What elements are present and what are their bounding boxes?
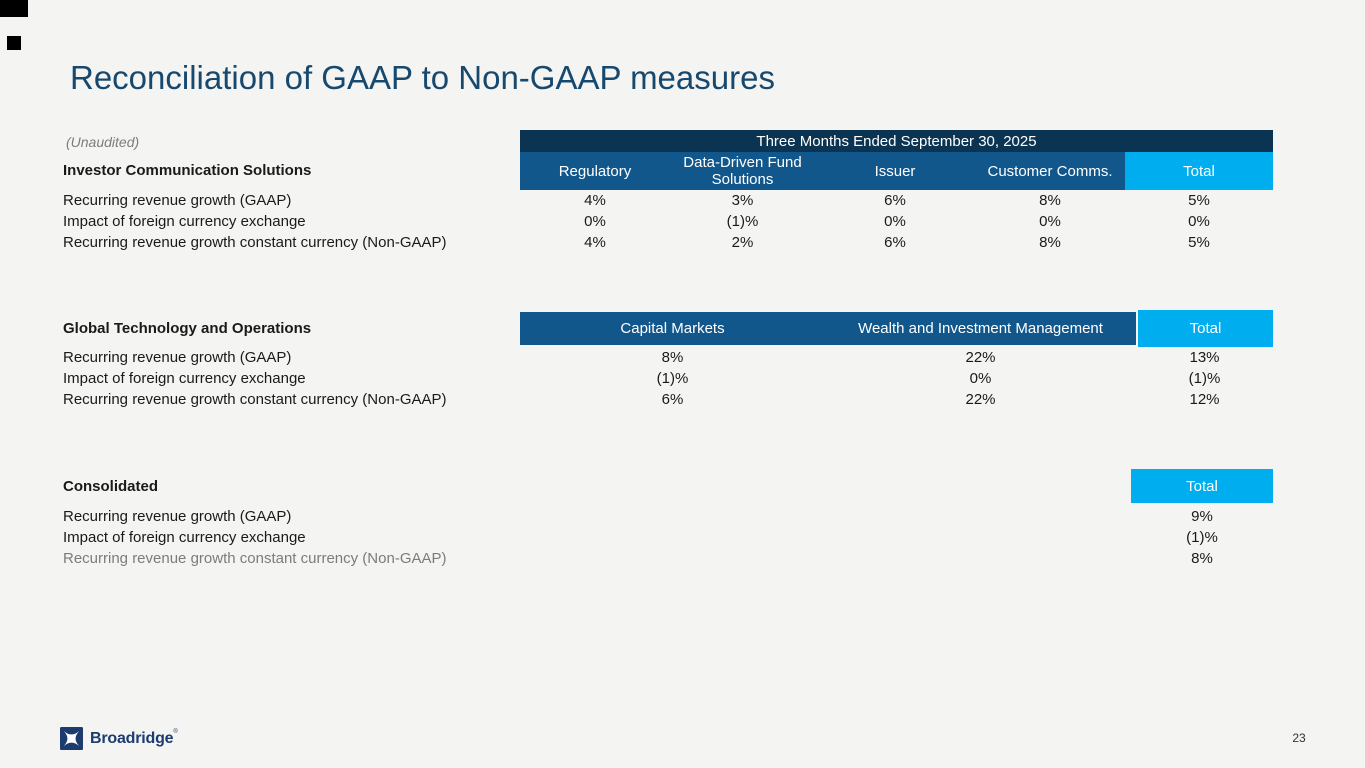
column-header-total: Total <box>1131 469 1273 503</box>
column-header-total: Total <box>1125 152 1273 190</box>
broadridge-logo-text: Broadridge <box>90 729 174 747</box>
registered-mark: ® <box>173 729 178 735</box>
table-cell: (1)% <box>656 370 689 387</box>
table1-period-header: Three Months Ended September 30, 2025 <box>520 130 1273 152</box>
table-cell: 0% <box>584 213 606 230</box>
table-cell: 5% <box>1188 234 1210 251</box>
section-heading-investor-communication-solutions: Investor Communication Solutions <box>63 162 312 179</box>
broadridge-logo: Broadridge ® <box>60 726 178 751</box>
table-row: 4% 3% 6% 8% 5% <box>520 190 1273 211</box>
column-header-data-driven-fund-solutions: Data-Driven Fund Solutions <box>670 152 815 190</box>
section-heading-consolidated: Consolidated <box>63 478 159 495</box>
table-cell: 0% <box>1039 213 1061 230</box>
row-label-constant-currency: Recurring revenue growth constant curren… <box>63 234 447 251</box>
row-label-constant-currency: Recurring revenue growth constant curren… <box>63 391 447 408</box>
column-header-issuer: Issuer <box>815 152 975 190</box>
table-cell: 2% <box>731 234 754 251</box>
table-cell: 9% <box>1191 508 1213 525</box>
row-label-fx-impact: Impact of foreign currency exchange <box>63 370 306 387</box>
row-label-fx-impact: Impact of foreign currency exchange <box>63 213 306 230</box>
table-cell: 0% <box>884 213 906 230</box>
table-cell: 22% <box>965 349 996 366</box>
table-cell: 8% <box>1191 550 1213 567</box>
table-cell: 0% <box>969 370 992 387</box>
row-label-constant-currency: Recurring revenue growth constant curren… <box>63 550 447 567</box>
column-header-total: Total <box>1138 310 1273 347</box>
table-cell: 13% <box>1189 349 1220 366</box>
table-cell: 8% <box>661 349 684 366</box>
table-cell: (1)% <box>1188 370 1221 387</box>
table-cell: 8% <box>1039 192 1061 209</box>
section-heading-global-technology-and-operations: Global Technology and Operations <box>63 320 312 337</box>
column-header-wealth-and-investment-management: Wealth and Investment Management <box>825 312 1136 345</box>
column-header-capital-markets: Capital Markets <box>520 312 825 345</box>
row-label-gaap-growth: Recurring revenue growth (GAAP) <box>63 192 292 209</box>
table-row: 8% <box>1131 548 1273 569</box>
column-header-customer-comms: Customer Comms. <box>975 152 1125 190</box>
table-cell: 6% <box>884 234 906 251</box>
table-row: (1)% <box>1131 527 1273 548</box>
table3-values: 9% (1)% 8% <box>1131 506 1273 569</box>
table2-column-headers: Capital Markets Wealth and Investment Ma… <box>520 312 1136 345</box>
corner-artifact-mark <box>0 0 28 17</box>
unaudited-label: (Unaudited) <box>66 134 140 150</box>
table-cell: 0% <box>1188 213 1210 230</box>
table-row: 9% <box>1131 506 1273 527</box>
table-cell: 4% <box>584 192 606 209</box>
row-label-gaap-growth: Recurring revenue growth (GAAP) <box>63 508 292 525</box>
broadridge-logo-icon <box>60 727 83 750</box>
table-row: 6% 22% 12% <box>520 389 1273 410</box>
table1-values: 4% 3% 6% 8% 5% 0% (1)% 0% 0% 0% 4% 2% 6%… <box>520 190 1273 253</box>
page-number: 23 <box>1292 731 1306 745</box>
table-row: 4% 2% 6% 8% 5% <box>520 232 1273 253</box>
column-header-regulatory: Regulatory <box>520 152 670 190</box>
table-cell: (1)% <box>726 213 759 230</box>
table-row: 8% 22% 13% <box>520 347 1273 368</box>
table-cell: 8% <box>1039 234 1061 251</box>
page-title: Reconciliation of GAAP to Non-GAAP measu… <box>70 59 775 96</box>
row-label-fx-impact: Impact of foreign currency exchange <box>63 529 306 546</box>
table2-values: 8% 22% 13% (1)% 0% (1)% 6% 22% 12% <box>520 347 1273 410</box>
table-cell: 4% <box>584 234 606 251</box>
table-cell: 6% <box>661 391 684 408</box>
table1-column-headers: Regulatory Data-Driven Fund Solutions Is… <box>520 152 1273 190</box>
row-label-gaap-growth: Recurring revenue growth (GAAP) <box>63 349 292 366</box>
table-cell: 3% <box>731 192 754 209</box>
table-row: (1)% 0% (1)% <box>520 368 1273 389</box>
table-cell: 12% <box>1189 391 1220 408</box>
table-row: 0% (1)% 0% 0% 0% <box>520 211 1273 232</box>
table-cell: 6% <box>884 192 906 209</box>
table-cell: (1)% <box>1186 529 1218 546</box>
corner-artifact-mark <box>7 36 21 50</box>
table-cell: 5% <box>1188 192 1210 209</box>
table-cell: 22% <box>965 391 996 408</box>
